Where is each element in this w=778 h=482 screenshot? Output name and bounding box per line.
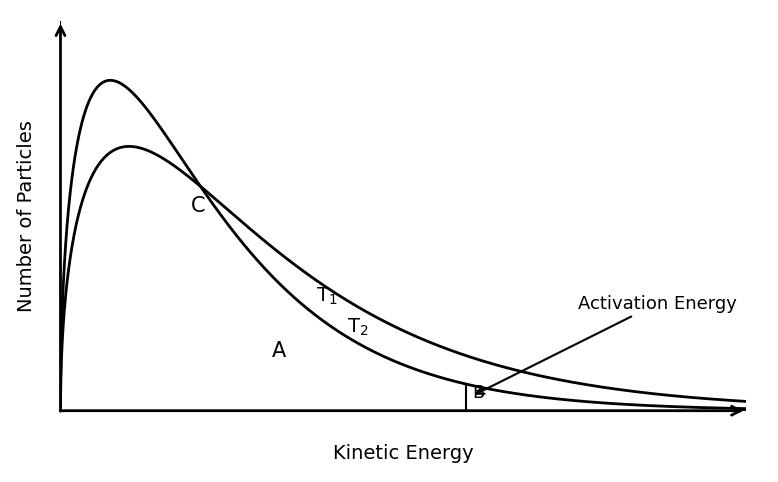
Text: Kinetic Energy: Kinetic Energy xyxy=(333,444,474,463)
Text: T$_2$: T$_2$ xyxy=(347,317,369,338)
Text: A: A xyxy=(272,341,286,361)
Text: C: C xyxy=(191,196,205,216)
Text: T$_1$: T$_1$ xyxy=(316,286,338,308)
Text: B: B xyxy=(472,385,484,402)
Text: Activation Energy: Activation Energy xyxy=(477,295,737,394)
Text: Number of Particles: Number of Particles xyxy=(16,120,36,312)
